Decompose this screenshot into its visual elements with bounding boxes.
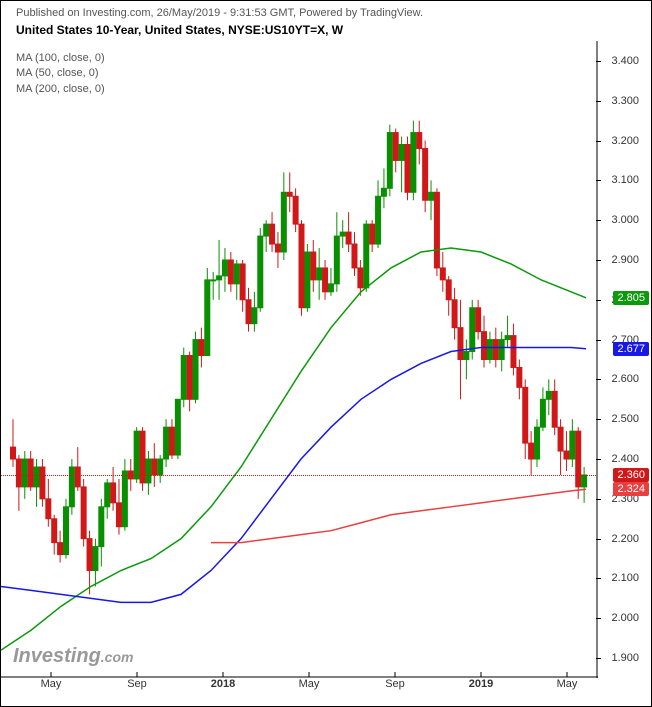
watermark-logo: Investing.com <box>13 645 133 668</box>
publish-info: Published on Investing.com, 26/May/2019 … <box>16 7 423 19</box>
price-tag: 2.805 <box>613 291 649 305</box>
x-tick-label: 2018 <box>211 678 235 690</box>
x-tick-label: Sep <box>127 678 147 690</box>
chart-container: Published on Investing.com, 26/May/2019 … <box>0 0 652 707</box>
y-tick-label: 3.200 <box>611 135 639 147</box>
y-tick-label: 2.000 <box>611 612 639 624</box>
x-tick-label: 2019 <box>469 678 493 690</box>
y-tick-label: 3.400 <box>611 55 639 67</box>
x-axis: May Sep 2018 May Sep 2019 May <box>1 678 596 696</box>
chart-title: United States 10-Year, United States, NY… <box>16 23 343 37</box>
y-tick-label: 2.500 <box>611 413 639 425</box>
y-tick-label: 2.400 <box>611 453 639 465</box>
y-tick-label: 2.200 <box>611 533 639 545</box>
watermark-brand: Investing <box>13 645 101 667</box>
x-tick-label: May <box>557 678 578 690</box>
y-tick-label: 3.300 <box>611 95 639 107</box>
y-tick-label: 2.900 <box>611 254 639 266</box>
x-tick-label: May <box>299 678 320 690</box>
price-tag: 2.677 <box>613 342 649 356</box>
chart-svg <box>1 41 598 678</box>
x-tick-label: May <box>41 678 62 690</box>
y-axis: 1.9002.0002.1002.2002.3002.4002.5002.600… <box>599 41 639 676</box>
y-tick-label: 1.900 <box>611 652 639 664</box>
close-line <box>1 475 596 476</box>
y-tick-label: 3.100 <box>611 174 639 186</box>
watermark-suffix: .com <box>101 649 134 665</box>
y-tick-label: 2.600 <box>611 373 639 385</box>
price-tag: 2.324 <box>613 482 649 496</box>
x-tick-label: Sep <box>385 678 405 690</box>
chart-plot-area[interactable] <box>1 41 596 676</box>
price-tag: 2.360 <box>613 468 649 482</box>
y-tick-label: 3.000 <box>611 214 639 226</box>
y-tick-label: 2.100 <box>611 572 639 584</box>
